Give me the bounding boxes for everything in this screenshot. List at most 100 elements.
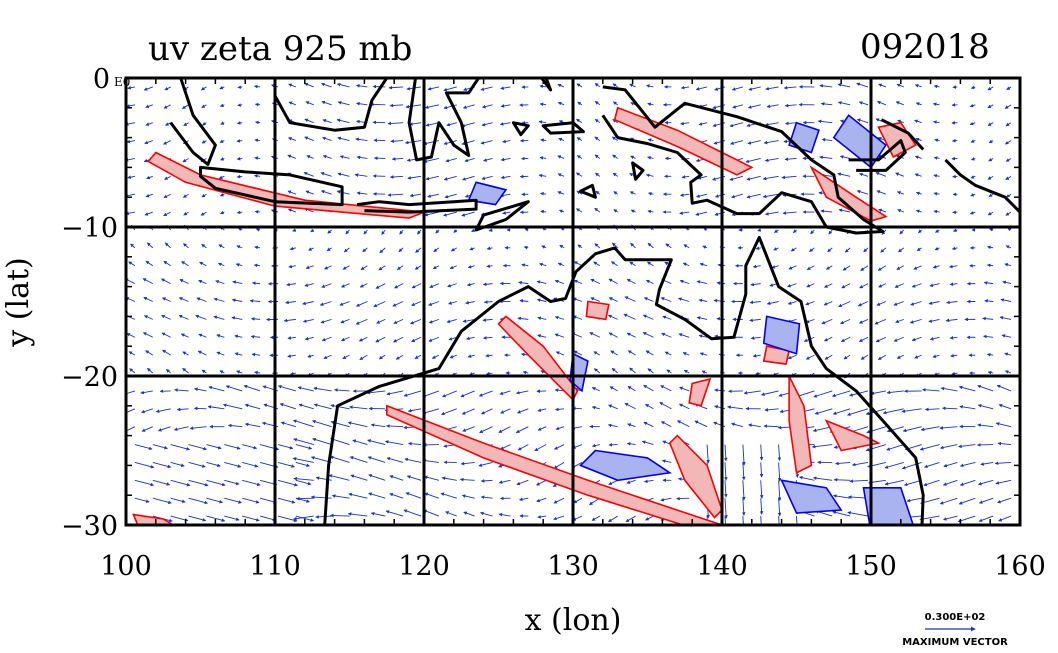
wind-vector [832, 408, 851, 415]
wind-vector [328, 474, 350, 481]
wind-vector [988, 139, 994, 144]
wind-vector [659, 402, 672, 410]
wind-vector [839, 155, 851, 159]
wind-vector [811, 444, 833, 449]
wind-vector [350, 474, 368, 481]
wind-vector [679, 279, 690, 285]
wind-vector [933, 84, 940, 89]
wind-vector [386, 390, 404, 396]
wind-vector [340, 336, 350, 342]
wind-vector [777, 444, 782, 462]
wind-vector [356, 191, 368, 195]
wind-vector [224, 515, 240, 521]
wind-vector [189, 426, 207, 430]
wind-vector [254, 370, 261, 375]
wind-vector [163, 193, 171, 199]
wind-vector [486, 264, 493, 268]
wind-vector [500, 86, 511, 90]
wind-vector [250, 317, 261, 321]
wind-vector [821, 318, 833, 325]
wind-vector [134, 444, 153, 451]
positive-vorticity-band [497, 315, 579, 402]
wind-vector [611, 261, 618, 267]
wind-vector [480, 140, 493, 145]
wind-vector [340, 318, 350, 324]
tick-marks [125, 77, 1021, 526]
wind-vector [479, 426, 493, 433]
wind-vector [820, 102, 833, 106]
wind-vector [896, 83, 904, 88]
wind-vector [448, 336, 457, 341]
wind-vector [784, 121, 797, 126]
wind-vector [665, 243, 672, 249]
wind-vector [555, 426, 565, 431]
wind-vector [916, 247, 922, 251]
wind-vector [220, 121, 225, 125]
wind-vector [680, 121, 690, 126]
wind-vector [295, 496, 314, 501]
wind-vector [724, 498, 728, 519]
wind-vector [339, 301, 350, 306]
wind-vector [500, 408, 511, 414]
wind-vector [200, 86, 207, 91]
wind-vector [608, 515, 618, 523]
wind-vector [898, 247, 905, 253]
wind-vector [384, 440, 404, 445]
wind-vector [977, 423, 994, 428]
wind-vector [376, 318, 386, 324]
wind-vector [1004, 352, 1012, 356]
wind-vector [610, 350, 618, 356]
wind-vector [874, 318, 887, 325]
wind-vector [877, 265, 887, 271]
wind-vector [980, 461, 994, 466]
wind-vector [216, 351, 225, 356]
wind-vector [423, 158, 439, 163]
x-tick-label: 150 [845, 551, 897, 582]
positive-vorticity-band [147, 151, 425, 219]
negative-vorticity-region [762, 315, 801, 355]
wind-vector [589, 332, 601, 338]
wind-vector [969, 121, 976, 126]
wind-vector [390, 139, 404, 143]
wind-vector [714, 193, 726, 198]
wind-vector [163, 260, 171, 267]
wind-vector [682, 262, 690, 267]
wind-vector [915, 102, 922, 106]
wind-vector [995, 422, 1012, 428]
wind-vector [179, 279, 189, 285]
wind-vector [1004, 140, 1012, 145]
wind-vector [146, 242, 154, 249]
wind-vector [345, 229, 350, 235]
wind-vector [393, 336, 404, 343]
wind-vector [152, 497, 172, 505]
wind-vector [805, 318, 815, 324]
wind-vector [607, 314, 618, 320]
wind-vector [320, 172, 332, 177]
wind-vector [235, 263, 243, 267]
wind-vector [959, 479, 976, 486]
wind-vector [127, 85, 136, 90]
wind-vector [773, 229, 779, 233]
positive-vorticity-band [788, 375, 813, 475]
wind-vector [143, 297, 154, 302]
wind-vector [126, 139, 136, 144]
wind-vector [624, 402, 636, 410]
wind-vector [460, 390, 475, 398]
wind-vector [946, 300, 958, 305]
wind-vector [840, 318, 851, 325]
wind-vector [315, 476, 332, 481]
coastline-new-ireland [880, 118, 925, 151]
wind-vector [254, 120, 261, 125]
wind-vector [986, 352, 994, 357]
wind-vector [399, 229, 404, 235]
wind-vector [764, 408, 779, 412]
wind-vector [858, 318, 869, 324]
wind-vector [998, 403, 1012, 410]
wind-vector [287, 336, 296, 340]
wind-vector [534, 444, 547, 452]
wind-vector [996, 384, 1012, 392]
wind-vector [764, 158, 779, 163]
wind-vector [945, 318, 958, 323]
wind-vector [959, 461, 976, 468]
wind-vector [835, 461, 851, 466]
